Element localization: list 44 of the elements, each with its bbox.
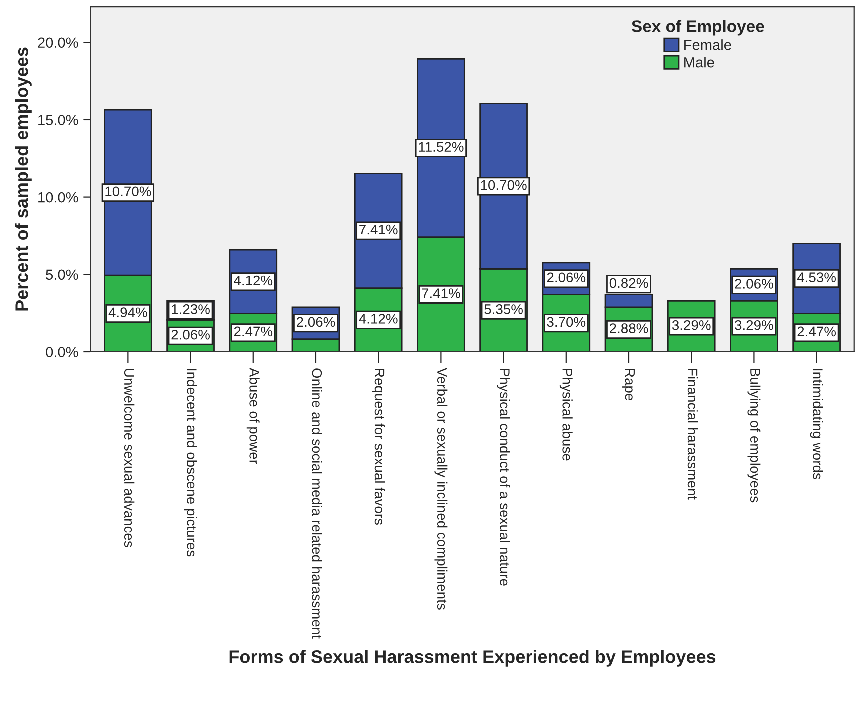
data-label: 4.12% bbox=[234, 276, 273, 286]
x-tick-label: Online and social media related harassment bbox=[312, 368, 322, 639]
data-label: 11.52% bbox=[419, 142, 464, 152]
data-label: 1.23% bbox=[172, 304, 210, 314]
x-tick-label: Abuse of power bbox=[246, 368, 260, 464]
data-label: 2.06% bbox=[547, 272, 586, 283]
x-tick-label: Rape bbox=[622, 369, 635, 401]
data-label: 3.29% bbox=[735, 320, 774, 330]
y-tick-label: 15.0% bbox=[38, 115, 78, 126]
data-label: 7.41% bbox=[360, 224, 398, 235]
x-tick-label: Physical conduct of a sexual nature bbox=[497, 369, 510, 586]
data-label: 2.47% bbox=[798, 326, 836, 337]
y-axis-title: Percent of sampled employees bbox=[15, 48, 32, 311]
data-label: 3.29% bbox=[672, 320, 711, 330]
data-label: 2.47% bbox=[234, 326, 273, 337]
x-tick-label: Financial harassment bbox=[688, 369, 698, 500]
data-label: 7.41% bbox=[422, 288, 460, 298]
y-tick-label: 10.0% bbox=[38, 192, 78, 203]
data-label: 2.06% bbox=[735, 279, 774, 289]
data-label: 3.70% bbox=[547, 317, 586, 328]
y-tick-label: 20.0% bbox=[38, 38, 78, 48]
x-tick-label: Intimidating words bbox=[810, 369, 824, 480]
legend-label: Female bbox=[684, 40, 732, 50]
x-tick-label: Bullying of employees bbox=[748, 369, 761, 503]
data-label: 4.94% bbox=[108, 308, 148, 318]
x-axis-title: Forms of Sexual Harassment Experienced by Employees bbox=[230, 650, 716, 667]
x-tick-label: Physical abuse bbox=[560, 369, 573, 461]
x-tick-label: Verbal or sexually inclined compliments bbox=[434, 368, 448, 610]
data-label: 2.06% bbox=[172, 330, 210, 340]
y-tick-label: 5.0% bbox=[46, 270, 78, 280]
data-label: 4.53% bbox=[797, 272, 836, 282]
x-tick-label: Unwelcome sexual advances bbox=[124, 369, 135, 548]
data-label: 2.88% bbox=[610, 324, 648, 334]
data-label: 10.70% bbox=[106, 186, 152, 197]
x-tick-label: Request for sexual favors bbox=[372, 369, 386, 525]
data-label: 10.70% bbox=[481, 180, 527, 190]
x-tick-label: Indecent and obscene pictures bbox=[184, 369, 198, 557]
data-label: 5.35% bbox=[484, 304, 523, 314]
legend-title: Sex of Employee bbox=[632, 20, 764, 36]
data-label: 0.82% bbox=[610, 278, 648, 288]
legend-label: Male bbox=[684, 57, 714, 68]
data-label: 2.06% bbox=[296, 317, 336, 328]
data-label: 4.12% bbox=[359, 314, 398, 324]
y-tick-label: 0.0% bbox=[46, 347, 78, 358]
